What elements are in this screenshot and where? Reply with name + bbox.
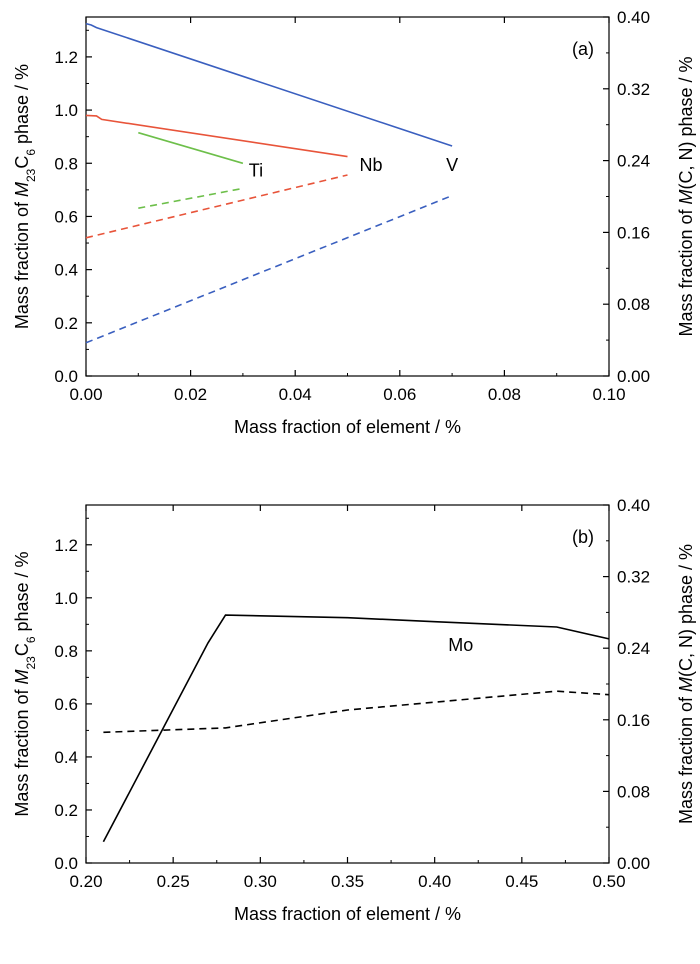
axis-label-part: M [676, 190, 696, 205]
y-tick-label-right: 0.40 [617, 496, 650, 515]
axis-label-part: Mass fraction of [12, 685, 32, 817]
y-tick-label-right: 0.40 [617, 8, 650, 27]
y-tick-label-left: 0.6 [54, 207, 78, 226]
x-tick-label: 0.25 [157, 872, 190, 891]
y-tick-label-left: 0.0 [54, 854, 78, 873]
y-tick-label-right: 0.08 [617, 782, 650, 801]
y-tick-label-right: 0.00 [617, 854, 650, 873]
axis-label-part: phase / % [12, 64, 32, 149]
x-tick-label: 0.30 [244, 872, 277, 891]
x-tick-label: 0.35 [331, 872, 364, 891]
x-tick-label: 0.10 [592, 385, 625, 404]
series-line-mo-solid [102, 614, 610, 843]
axis-label-part: 23 [24, 656, 38, 670]
y-tick-label-right: 0.24 [617, 152, 650, 171]
y-tick-label-left: 1.2 [54, 536, 78, 555]
series-line-mo-dashed [103, 690, 610, 734]
axis-label-part: Mass fraction of [676, 692, 696, 824]
y-tick-label-right: 0.08 [617, 295, 650, 314]
y-tick-label-right: 0.00 [617, 367, 650, 386]
axis-label-part: C [12, 643, 32, 656]
y-tick-label-right: 0.24 [617, 639, 650, 658]
y-tick-label-left: 0.2 [54, 314, 78, 333]
y-tick-label-right: 0.16 [617, 223, 650, 242]
x-tick-label: 0.08 [488, 385, 521, 404]
y-tick-label-left: 0.6 [54, 695, 78, 714]
x-axis-label: Mass fraction of element / % [234, 417, 461, 437]
axis-label-part: (C, N) phase / % [676, 56, 696, 189]
series-line-v-solid [85, 22, 453, 147]
panel-label: (a) [572, 39, 594, 59]
plot-frame [85, 504, 610, 864]
y-tick-label-left: 0.8 [54, 154, 78, 173]
series-line-v-dashed [85, 194, 453, 344]
axis-label-part: 6 [24, 149, 38, 156]
y-tick-label-left: 1.2 [54, 48, 78, 67]
plot-frame [85, 16, 610, 377]
series-line-ti-solid [138, 131, 244, 165]
axis-label-part: C [12, 156, 32, 169]
x-tick-label: 0.06 [383, 385, 416, 404]
series-line-ti-dashed [138, 187, 244, 209]
y-tick-label-left: 0.0 [54, 367, 78, 386]
x-tick-label: 0.20 [69, 872, 102, 891]
panel-label: (b) [572, 527, 594, 547]
series-annotation: Nb [360, 155, 383, 175]
x-tick-label: 0.45 [505, 872, 538, 891]
y-tick-label-right: 0.32 [617, 568, 650, 587]
y-axis-label-right: Mass fraction of M(C, N) phase / % [676, 56, 696, 336]
axis-label-part: M [12, 182, 32, 197]
y-axis-label-right: Mass fraction of M(C, N) phase / % [676, 544, 696, 824]
axis-label-part: Mass fraction of [12, 197, 32, 329]
x-axis-label: Mass fraction of element / % [234, 904, 461, 924]
axis-label-part: M [12, 670, 32, 685]
y-tick-label-left: 1.0 [54, 589, 78, 608]
y-tick-label-right: 0.16 [617, 711, 650, 730]
axis-label-part: (C, N) phase / % [676, 544, 696, 677]
axis-label-part: 23 [24, 168, 38, 182]
y-tick-label-right: 0.32 [617, 80, 650, 99]
series-line-nb-solid [85, 114, 348, 158]
series-annotation: Mo [448, 635, 473, 655]
axis-label-part: Mass fraction of [676, 205, 696, 337]
y-tick-label-left: 0.2 [54, 801, 78, 820]
x-tick-label: 0.02 [174, 385, 207, 404]
y-tick-label-left: 0.8 [54, 642, 78, 661]
axis-label-part: M [676, 677, 696, 692]
x-tick-label: 0.04 [279, 385, 312, 404]
y-tick-label-left: 1.0 [54, 101, 78, 120]
series-annotation: V [446, 155, 458, 175]
series-annotation: Ti [249, 161, 263, 181]
x-tick-label: 0.00 [69, 385, 102, 404]
x-tick-label: 0.40 [418, 872, 451, 891]
chart-panel-b: 0.20 0.25 0.30 0.35 0.40 0.45 0.50 0.0 0.2 0.4 0.6… [12, 496, 696, 924]
chart-panel-a: 0.00 0.02 0.04 0.06 0.08 0.10 0.0 0.2 0.4 0.6 0.8 1… [12, 8, 696, 437]
series-line-nb-dashed [85, 174, 348, 239]
axis-label-part: 6 [24, 636, 38, 643]
y-axis-label-left: Mass fraction of M23C6 phase / % [12, 551, 38, 816]
y-tick-label-left: 0.4 [54, 748, 78, 767]
x-tick-label: 0.50 [592, 872, 625, 891]
y-tick-label-left: 0.4 [54, 261, 78, 280]
y-axis-label-left: Mass fraction of M23C6 phase / % [12, 64, 38, 329]
axis-label-part: phase / % [12, 551, 32, 636]
